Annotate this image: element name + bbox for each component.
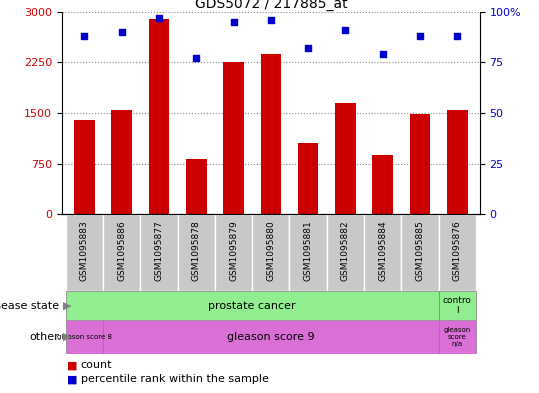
Point — [80, 33, 89, 39]
Point — [304, 45, 313, 51]
Text: GSM1095885: GSM1095885 — [416, 220, 425, 281]
Bar — [402, 214, 439, 291]
Bar — [112, 110, 132, 214]
Bar — [149, 18, 169, 214]
Text: prostate cancer: prostate cancer — [209, 301, 296, 310]
Bar — [289, 214, 327, 291]
Bar — [439, 214, 476, 291]
Bar — [410, 114, 430, 214]
Text: ▶: ▶ — [63, 332, 72, 342]
Text: ■: ■ — [67, 374, 78, 384]
Text: disease state: disease state — [0, 301, 59, 310]
Text: percentile rank within the sample: percentile rank within the sample — [81, 374, 269, 384]
Bar — [66, 291, 439, 320]
Point — [378, 51, 387, 57]
Bar — [223, 62, 244, 214]
Bar — [327, 214, 364, 291]
Bar — [103, 214, 140, 291]
Point — [118, 29, 126, 35]
Bar — [74, 120, 95, 214]
Text: GSM1095876: GSM1095876 — [453, 220, 462, 281]
Bar — [215, 214, 252, 291]
Point — [192, 55, 201, 61]
Bar — [178, 214, 215, 291]
Bar — [372, 155, 393, 214]
Point — [453, 33, 461, 39]
Text: gleason score 9: gleason score 9 — [227, 332, 315, 342]
Point — [416, 33, 424, 39]
Text: GSM1095886: GSM1095886 — [117, 220, 126, 281]
Bar — [335, 103, 356, 214]
Text: GSM1095880: GSM1095880 — [266, 220, 275, 281]
Point — [229, 19, 238, 25]
Bar — [186, 159, 206, 214]
Text: contro
l: contro l — [443, 296, 472, 315]
Bar — [66, 214, 103, 291]
Bar — [439, 291, 476, 320]
Point — [266, 17, 275, 23]
Text: ▶: ▶ — [63, 301, 72, 310]
Text: other: other — [30, 332, 59, 342]
Text: GSM1095883: GSM1095883 — [80, 220, 89, 281]
Text: GSM1095882: GSM1095882 — [341, 220, 350, 281]
Title: GDS5072 / 217885_at: GDS5072 / 217885_at — [195, 0, 347, 11]
Text: gleason
score
n/a: gleason score n/a — [444, 327, 471, 347]
Bar — [103, 320, 439, 354]
Text: ■: ■ — [67, 360, 78, 371]
Text: GSM1095879: GSM1095879 — [229, 220, 238, 281]
Text: count: count — [81, 360, 112, 371]
Text: GSM1095881: GSM1095881 — [303, 220, 313, 281]
Bar — [364, 214, 402, 291]
Bar — [447, 110, 468, 214]
Bar — [260, 53, 281, 214]
Bar — [66, 320, 103, 354]
Bar — [298, 143, 319, 214]
Point — [341, 27, 350, 33]
Text: GSM1095884: GSM1095884 — [378, 220, 387, 281]
Bar — [252, 214, 289, 291]
Text: GSM1095877: GSM1095877 — [155, 220, 163, 281]
Point — [155, 15, 163, 21]
Bar — [140, 214, 178, 291]
Text: gleason score 8: gleason score 8 — [57, 334, 112, 340]
Bar — [439, 320, 476, 354]
Text: GSM1095878: GSM1095878 — [192, 220, 201, 281]
